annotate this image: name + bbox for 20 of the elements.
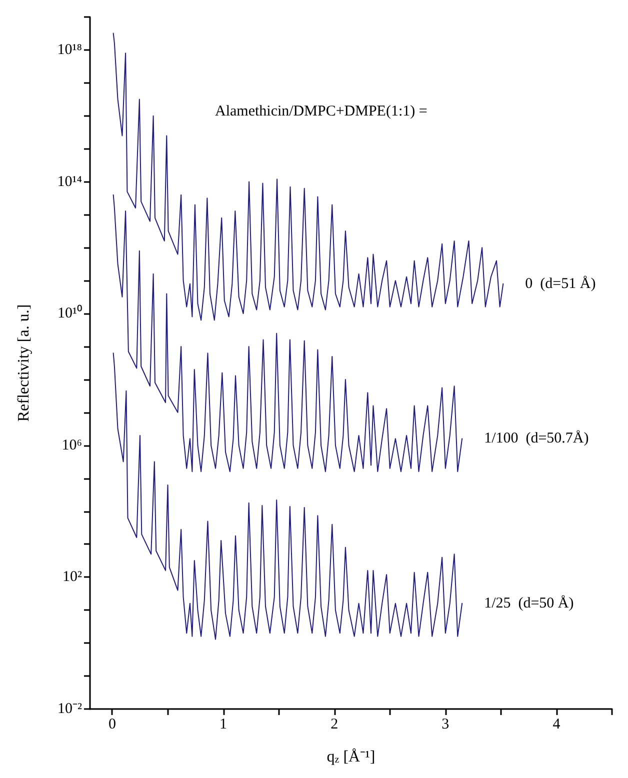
y-tick-label: 10¹⁰ <box>58 304 82 322</box>
y-axis-title: Reflectivity [a. u.] <box>16 304 32 422</box>
x-tick-label: 2 <box>330 716 338 732</box>
series-label: 0 (d=51 Å) <box>525 274 596 292</box>
x-tick-label: 1 <box>220 716 228 732</box>
y-tick-label: 10² <box>62 569 82 586</box>
annotation: Alamethicin/DMPC+DMPE(1:1) = <box>215 104 428 120</box>
series-label: 1/100 (d=50.7Å) <box>484 430 589 447</box>
y-tick-label: 10¹⁴ <box>57 174 82 190</box>
line-series <box>112 194 463 472</box>
y-tick-label: 10¹⁸ <box>57 42 82 58</box>
y-tick-label: 10⁻² <box>58 701 82 717</box>
x-tick-label: 4 <box>552 716 561 732</box>
x-tick-label: 0 <box>108 716 116 732</box>
x-axis-title: qz [Å⁻¹] <box>326 748 376 766</box>
x-tick-label: 3 <box>442 716 450 732</box>
series-label: 1/25 (d=50 Å) <box>484 594 574 612</box>
line-series <box>112 352 463 640</box>
line-series <box>112 32 504 321</box>
y-tick-label: 10⁶ <box>62 437 82 454</box>
